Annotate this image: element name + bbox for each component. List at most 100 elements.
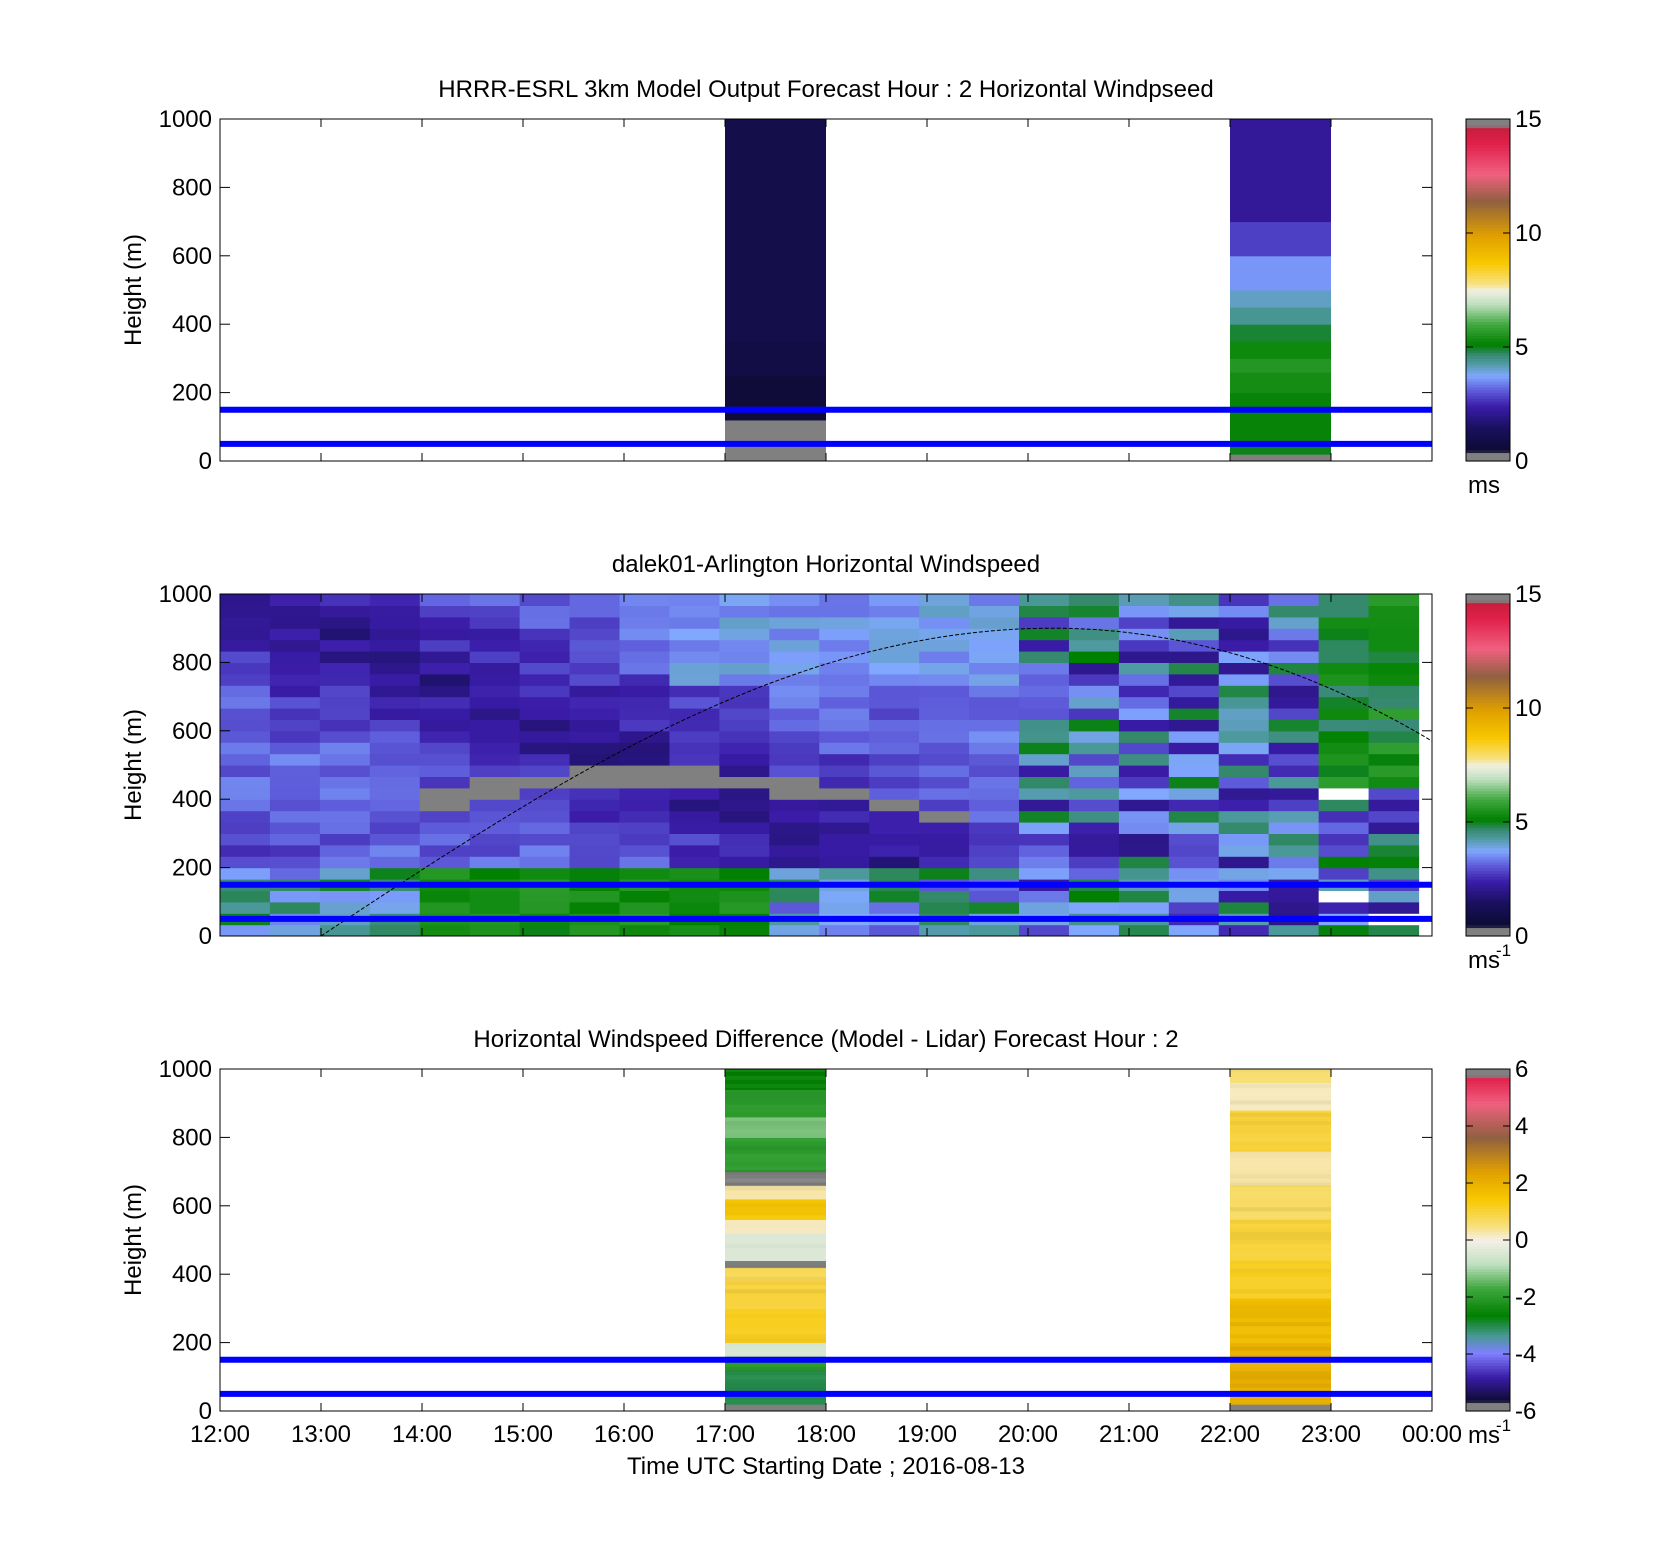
cell	[369, 776, 421, 789]
cell	[369, 787, 421, 800]
cell	[319, 742, 371, 755]
colorbar-segment	[1466, 1331, 1510, 1335]
cell	[619, 696, 671, 709]
cell	[369, 730, 421, 743]
colorbar-segment	[1466, 458, 1510, 462]
cell-band	[1230, 1276, 1331, 1282]
cell	[569, 787, 621, 800]
colorbar-segment	[1466, 1285, 1510, 1290]
y-tick-label: 200	[172, 380, 212, 407]
cell	[819, 867, 870, 880]
cell-band	[725, 1084, 826, 1089]
cell-band	[725, 1100, 826, 1104]
cell	[725, 375, 826, 421]
colorbar-segment	[1466, 1214, 1510, 1218]
cell	[969, 605, 1020, 618]
cell	[819, 776, 870, 789]
cell	[769, 594, 820, 606]
colorbar-segment	[1466, 713, 1510, 718]
colorbar-segment	[1466, 1274, 1510, 1278]
cell	[819, 719, 870, 732]
colorbar-segment	[1466, 747, 1510, 752]
cell	[1318, 810, 1370, 823]
cell	[519, 833, 571, 846]
cell	[919, 765, 970, 777]
cell	[819, 730, 870, 743]
cell-band	[1230, 1096, 1331, 1100]
colorbar-segment	[1466, 810, 1510, 815]
colorbar-segment	[1466, 1254, 1510, 1258]
colorbar-segment	[1466, 1165, 1510, 1170]
cell	[619, 708, 671, 720]
cell	[1118, 867, 1170, 880]
cell	[419, 787, 471, 800]
colorbar-unit: ms	[1468, 1422, 1500, 1449]
cell	[1268, 799, 1320, 812]
cell	[1218, 616, 1270, 629]
cell	[1118, 901, 1170, 914]
colorbar-segment	[1466, 1291, 1510, 1295]
cell	[919, 799, 970, 812]
cell	[319, 605, 371, 618]
cell	[669, 651, 720, 663]
cell	[719, 639, 770, 652]
cell	[1218, 856, 1270, 869]
cell	[269, 787, 321, 800]
cell	[220, 856, 271, 869]
colorbar-segment	[1466, 295, 1510, 300]
colorbar-segment	[1466, 893, 1510, 897]
colorbar-segment	[1466, 395, 1510, 399]
cell	[725, 1171, 826, 1186]
y-tick-label: 200	[172, 1330, 212, 1357]
colorbar-segment	[1466, 1373, 1510, 1378]
cell	[919, 673, 970, 686]
cell	[1368, 708, 1420, 720]
cell-band	[725, 1387, 826, 1392]
colorbar-segment	[1466, 636, 1510, 641]
cell	[1318, 833, 1370, 846]
colorbar-segment	[1466, 455, 1510, 459]
colorbar-segment	[1466, 1402, 1510, 1406]
cell	[669, 799, 720, 812]
y-tick-label: 1000	[159, 581, 212, 608]
cell	[819, 742, 870, 755]
cell	[769, 822, 820, 834]
cell	[369, 856, 421, 869]
colorbar-segment	[1466, 816, 1510, 820]
cell-band	[725, 1211, 826, 1215]
cell	[220, 867, 271, 880]
panel-1: HRRR-ESRL 3km Model Output Forecast Hour…	[120, 76, 1542, 499]
colorbar-segment	[1466, 412, 1510, 416]
colorbar-segment	[1466, 1154, 1510, 1158]
cell	[469, 833, 521, 846]
colorbar-segment	[1466, 782, 1510, 786]
colorbar-segment	[1466, 421, 1510, 425]
cell	[725, 1137, 826, 1173]
cell	[419, 822, 471, 834]
cell	[319, 867, 371, 880]
colorbar-segment	[1466, 304, 1510, 308]
cell	[719, 594, 770, 606]
cell	[1218, 696, 1270, 709]
colorbar-segment	[1466, 773, 1510, 777]
cell	[619, 594, 671, 606]
cell	[1230, 1151, 1331, 1186]
cell	[969, 924, 1020, 936]
cell-band	[1230, 1129, 1331, 1133]
cell	[969, 856, 1020, 869]
cell	[1168, 833, 1220, 846]
cell-band	[725, 1281, 826, 1285]
plot-area	[725, 1069, 1331, 1411]
cell	[869, 719, 920, 732]
colorbar-segment	[1466, 762, 1510, 766]
panel-3: Horizontal Windspeed Difference (Model -…	[120, 1026, 1536, 1480]
cell-band	[1230, 1252, 1331, 1257]
colorbar-segment	[1466, 1257, 1510, 1261]
cell	[769, 924, 820, 936]
colorbar-segment	[1466, 679, 1510, 683]
cell	[220, 844, 271, 857]
colorbar-segment	[1466, 844, 1510, 849]
cell	[969, 628, 1020, 641]
colorbar-segment	[1466, 176, 1510, 180]
colorbar-segment	[1466, 628, 1510, 632]
